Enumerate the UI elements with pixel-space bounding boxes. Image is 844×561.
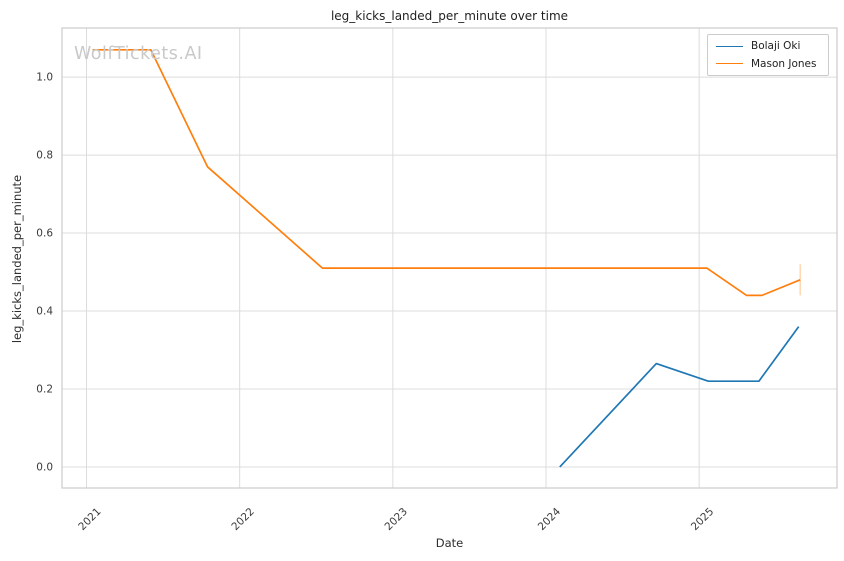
series-line-mason-jones bbox=[92, 48, 801, 297]
watermark: WolfTickets.AI bbox=[74, 44, 203, 64]
chart-title: leg_kicks_landed_per_minute over time bbox=[330, 9, 569, 23]
legend-entry-bolaji-oki: Bolaji Oki bbox=[716, 40, 820, 53]
series-line-bolaji-oki bbox=[559, 326, 800, 468]
legend-label: Mason Jones bbox=[751, 57, 817, 70]
legend-entry-mason-jones: Mason Jones bbox=[716, 58, 820, 71]
y-tick-label: 0.2 bbox=[36, 383, 53, 395]
legend-label: Bolaji Oki bbox=[751, 40, 801, 52]
y-tick-label: 0.8 bbox=[36, 150, 53, 162]
y-tick-label: 0.0 bbox=[36, 461, 53, 473]
y-tick-label: 1.0 bbox=[36, 72, 53, 84]
x-tick-label: 2021 bbox=[76, 506, 103, 533]
x-tick-label: 2022 bbox=[229, 506, 256, 533]
x-tick-label: 2024 bbox=[536, 505, 564, 533]
legend: Bolaji Oki Mason Jones bbox=[707, 34, 829, 77]
legend-line-swatch bbox=[716, 45, 743, 47]
y-tick-label: 0.6 bbox=[36, 228, 53, 240]
x-tick-label: 2023 bbox=[383, 506, 410, 533]
y-axis-label: leg_kicks_landed_per_minute bbox=[10, 174, 24, 344]
legend-line-swatch bbox=[716, 63, 743, 65]
x-axis-label: Date bbox=[435, 536, 464, 550]
x-tick-label: 2025 bbox=[689, 506, 716, 533]
plot-border bbox=[61, 27, 838, 489]
y-tick-label: 0.4 bbox=[36, 306, 53, 318]
